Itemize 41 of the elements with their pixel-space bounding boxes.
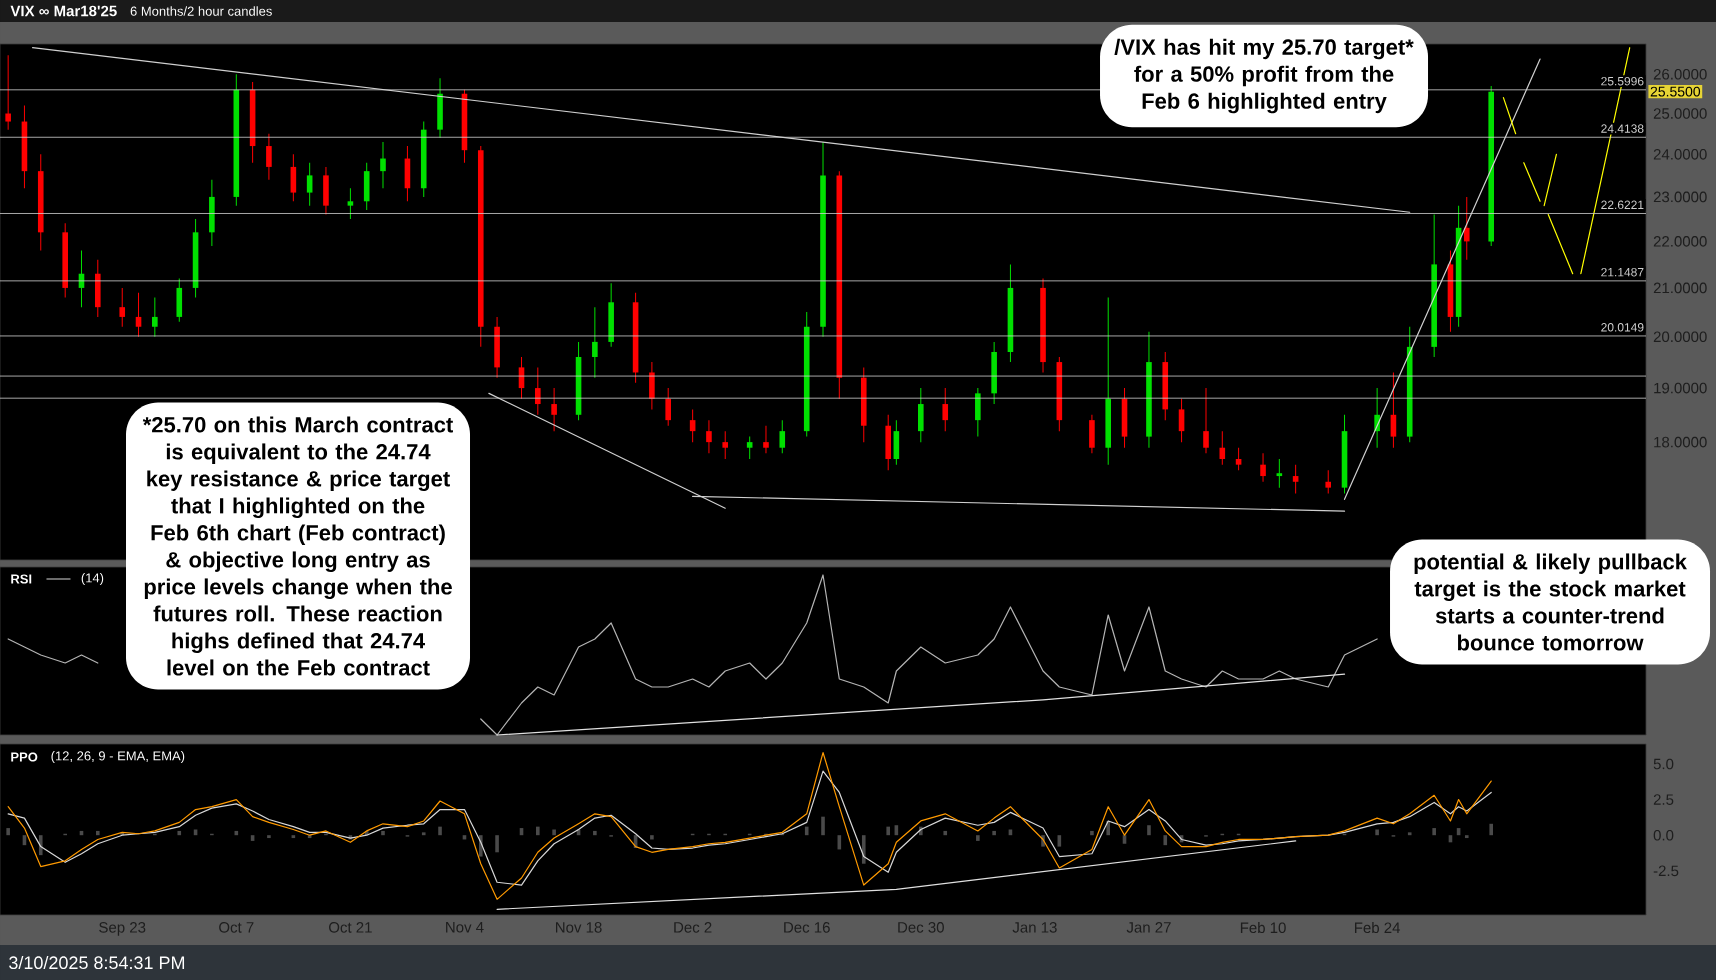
y-tick-label: 5.0 <box>1653 758 1674 770</box>
y-tick-label: 23.0000 <box>1653 191 1707 203</box>
text: *25.70 on this March contract is equivalent to the 24.74 key resistance & price target that I highlighted on the Feb 6th chart (Feb contract) & objective long entry as price levels change when the futures roll. These reaction highs defined that 24.74 level on the Feb contract <box>142 416 453 676</box>
y-tick-label: 24.0000 <box>1653 149 1707 160</box>
x-tick-label: Oct 7 <box>219 922 254 933</box>
ref-line-label: 22.6221 <box>1601 200 1644 210</box>
x-tick-label: Sep 23 <box>99 922 146 936</box>
x-tick-label: Nov 18 <box>556 922 602 933</box>
ref-line-label: 20.0149 <box>1601 323 1644 332</box>
y-tick-label: 20.0000 <box>1653 331 1707 343</box>
chart-subtitle: (14) <box>81 572 104 586</box>
x-tick-label: Dec 2 <box>674 922 712 933</box>
y-tick-label: 21.0000 <box>1653 282 1707 294</box>
y-tick-label: 2.5 <box>1653 794 1674 805</box>
y-tick-label: -2.5 <box>1653 865 1679 877</box>
x-tick-label: Feb 24 <box>1355 922 1401 934</box>
annotation: /VIX has hit my 25.70 target* for a 50% profit from the Feb 6 highlighted entry <box>1114 38 1414 114</box>
y-tick-label: 25.0000 <box>1653 108 1707 119</box>
x-tick-label: Jan 13 <box>1012 922 1057 933</box>
y-tick-label: 18.0000 <box>1654 436 1707 448</box>
y-tick-label: 26.0000 <box>1653 68 1707 80</box>
text: 25.5500 <box>1650 86 1701 97</box>
chart-title: VIX ∞ Mar18'25 <box>10 5 117 17</box>
y-tick-label: 0.0 <box>1653 829 1674 841</box>
y-tick-label: 22.0000 <box>1653 236 1707 247</box>
x-tick-label: Dec 16 <box>784 922 830 933</box>
annotation: potential & likely pullback target is the stock market starts a counter-trend bounce tomorrow <box>1414 553 1687 651</box>
x-tick-label: Oct 21 <box>329 922 372 933</box>
chart-title: RSI <box>11 574 32 584</box>
x-tick-label: Nov 4 <box>446 922 484 933</box>
ref-line-label: 21.1487 <box>1601 267 1644 277</box>
y-tick-label: 19.0000 <box>1654 382 1707 394</box>
x-tick-label: Dec 30 <box>898 922 944 933</box>
x-tick-label: Feb 10 <box>1240 922 1286 934</box>
chart-subtitle: (12, 26, 9 - EMA, EMA) <box>51 750 185 764</box>
ref-line-label: 25.5996 <box>1601 76 1644 86</box>
x-tick-label: Jan 27 <box>1126 922 1171 933</box>
ref-line-label: 24.4138 <box>1601 124 1644 133</box>
text: 3/10/2025 8:54:31 PM <box>9 955 185 970</box>
chart-title: PPO <box>11 752 38 762</box>
chart-subtitle: 6 Months/2 hour candles <box>130 6 272 16</box>
